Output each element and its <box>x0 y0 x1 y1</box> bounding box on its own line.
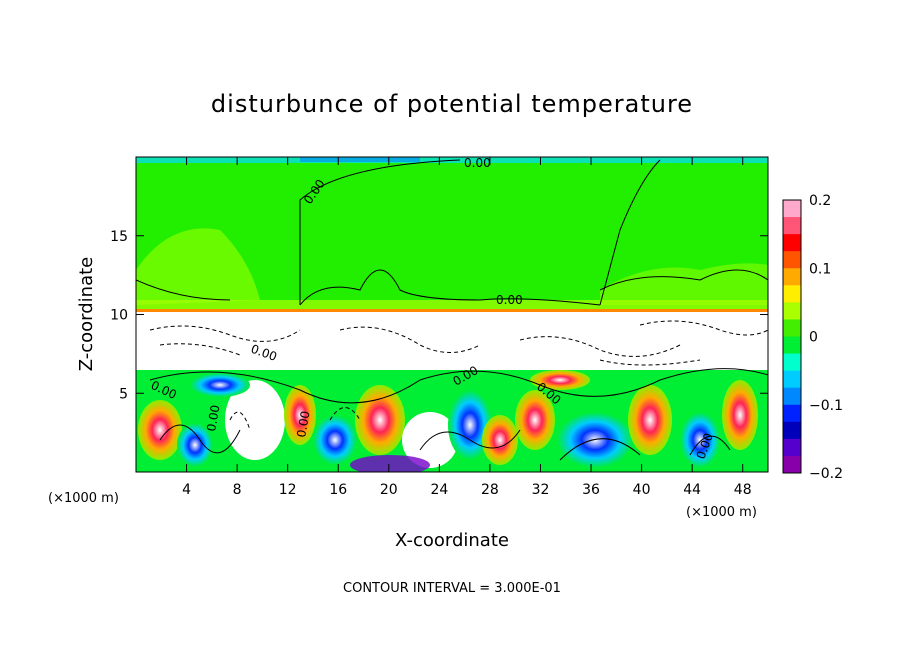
colorbar-swatch <box>783 370 801 389</box>
colorbar-swatch <box>783 319 801 337</box>
y-axis-label: Z-coordinate <box>76 257 97 372</box>
x-tick-label: 8 <box>233 482 242 498</box>
colorbar-swatch <box>783 455 801 474</box>
colorbar-swatch <box>783 217 801 235</box>
x-tick-label: 20 <box>380 482 398 498</box>
x-tick-label: 40 <box>633 482 651 498</box>
colorbar-tick-label: −0.2 <box>809 466 843 482</box>
colorbar-swatch <box>783 268 801 286</box>
colorbar-swatch <box>783 302 801 320</box>
x-tick-label: 24 <box>430 482 448 498</box>
y-tick-label: 15 <box>110 229 128 245</box>
chart-title: disturbunce of potential temperature <box>211 90 693 118</box>
colorbar-tick-label: −0.1 <box>809 398 843 414</box>
contour-label: 0.00 <box>204 404 222 433</box>
colorbar-swatch <box>783 234 801 252</box>
x-tick-label: 12 <box>279 482 297 498</box>
x-unit-left: (×1000 m) <box>48 491 119 506</box>
heatmap-field: 0.00 0.00 0.00 0.00 0.00 0.00 0.00 0.00 … <box>136 156 768 472</box>
colorbar-swatch <box>783 251 801 269</box>
colorbar-swatch <box>783 404 801 423</box>
colorbar-tick-label: 0 <box>809 330 818 346</box>
colorbar-swatch <box>783 353 801 372</box>
x-axis-label: X-coordinate <box>395 530 509 551</box>
y-axis: 5 10 15 <box>110 229 768 402</box>
colorbar-swatch <box>783 387 801 406</box>
colorbar-swatch <box>783 336 801 355</box>
x-tick-label: 28 <box>481 482 499 498</box>
x-tick-label: 48 <box>734 482 752 498</box>
colorbar-swatch <box>783 421 801 440</box>
colorbar-swatch <box>783 200 801 218</box>
colorbar-swatch <box>783 285 801 303</box>
x-tick-label: 36 <box>582 482 600 498</box>
contour-label: 0.00 <box>294 410 312 439</box>
colorbar-frame <box>782 199 802 474</box>
x-unit-right: (×1000 m) <box>686 505 757 520</box>
x-tick-label: 44 <box>683 482 701 498</box>
x-tick-label: 4 <box>182 482 191 498</box>
contour-label: 0.00 <box>464 156 491 170</box>
x-tick-label: 32 <box>532 482 550 498</box>
contour-label: 0.00 <box>496 293 523 307</box>
colorbar-tick-label: 0.2 <box>809 193 831 209</box>
contour-interval-note: CONTOUR INTERVAL = 3.000E-01 <box>343 581 561 596</box>
colorbar-swatch <box>783 438 801 457</box>
y-tick-label: 10 <box>110 308 128 324</box>
colorbar-tick-label: 0.1 <box>809 261 831 277</box>
x-axis: 4 8 12 16 20 24 28 32 36 40 44 48 <box>182 157 752 498</box>
y-tick-label: 5 <box>119 386 128 402</box>
colorbar: 0.2 0.1 0 −0.1 −0.2 <box>782 193 843 482</box>
x-tick-label: 16 <box>329 482 347 498</box>
